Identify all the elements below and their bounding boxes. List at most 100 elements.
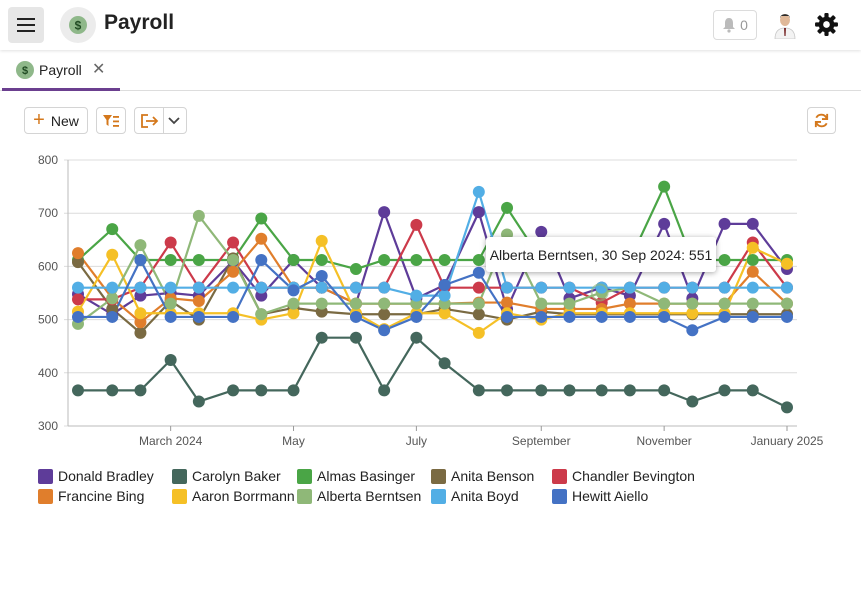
legend-item[interactable]: Hewitt Aiello [552, 488, 648, 504]
data-point [438, 307, 451, 320]
tab-close-icon[interactable]: ✕ [92, 61, 106, 78]
data-point [227, 265, 240, 278]
x-tick-label: January 2025 [751, 434, 824, 448]
y-tick-label: 600 [38, 259, 58, 273]
data-point [746, 384, 759, 397]
data-point [72, 281, 84, 294]
data-point [746, 281, 759, 294]
data-point [192, 310, 205, 323]
filter-list-icon [103, 114, 119, 127]
data-point [227, 254, 240, 267]
legend-label: Hewitt Aiello [572, 488, 649, 504]
legend-swatch [431, 468, 446, 484]
data-point [134, 384, 147, 397]
data-point [287, 297, 300, 310]
data-point [718, 254, 731, 267]
data-point [781, 310, 793, 323]
legend-swatch [38, 488, 53, 504]
data-point [595, 384, 608, 397]
data-point [378, 324, 391, 337]
new-button-label: New [50, 112, 79, 129]
export-button[interactable] [134, 107, 187, 134]
x-tick-label: September [512, 434, 571, 448]
user-avatar[interactable] [770, 9, 800, 39]
legend-label: Chandler Bevington [572, 468, 695, 484]
legend-item[interactable]: Donald Bradley [38, 468, 154, 484]
legend-item[interactable]: Aaron Borrmann [172, 488, 295, 504]
data-point [378, 281, 391, 294]
data-point [658, 310, 671, 323]
hamburger-menu-button[interactable] [8, 7, 44, 43]
bell-icon [723, 18, 736, 33]
data-point [378, 384, 391, 397]
data-point [718, 310, 731, 323]
refresh-button[interactable] [807, 107, 836, 134]
legend-swatch [297, 488, 312, 504]
new-button[interactable]: + New [24, 107, 88, 134]
legend-label: Anita Boyd [451, 488, 519, 504]
data-point [472, 185, 485, 198]
data-point [255, 254, 268, 267]
data-point [287, 284, 300, 297]
data-point [287, 384, 300, 397]
data-point [315, 254, 328, 267]
refresh-icon [814, 113, 829, 128]
data-point [563, 310, 576, 323]
data-point [106, 310, 119, 323]
data-point [563, 297, 576, 310]
filter-button[interactable] [96, 107, 126, 134]
data-point [192, 281, 205, 294]
data-point [410, 289, 423, 302]
legend-item[interactable]: Carolyn Baker [172, 468, 281, 484]
data-point [410, 218, 423, 231]
data-point [315, 269, 328, 282]
data-point [192, 294, 205, 307]
data-point [686, 297, 699, 310]
data-point [686, 395, 699, 408]
export-icon [141, 113, 159, 128]
payroll-app-icon: $ [60, 7, 96, 43]
settings-gear-icon[interactable] [814, 12, 839, 37]
data-point [501, 296, 514, 309]
data-point [623, 281, 636, 294]
data-point [255, 281, 268, 294]
payroll-tab-icon: $ [16, 61, 34, 79]
svg-text:$: $ [22, 65, 28, 77]
y-tick-label: 300 [38, 419, 58, 433]
legend-item[interactable]: Anita Benson [431, 468, 534, 484]
data-point [134, 326, 147, 339]
data-point [746, 254, 759, 267]
data-point [535, 281, 548, 294]
data-point [718, 217, 731, 230]
legend-item[interactable]: Anita Boyd [431, 488, 519, 504]
data-point [315, 297, 328, 310]
data-point [315, 281, 328, 294]
data-point [164, 281, 177, 294]
data-point [227, 384, 240, 397]
chevron-down-icon[interactable] [167, 116, 181, 126]
legend-swatch [431, 488, 446, 504]
tab-payroll[interactable]: $ Payroll ✕ [2, 50, 120, 91]
x-tick-label: November [636, 434, 691, 448]
legend-item[interactable]: Francine Bing [38, 488, 144, 504]
data-point [718, 297, 731, 310]
x-tick-label: July [406, 434, 427, 448]
notifications-button[interactable]: 0 [713, 10, 757, 40]
y-tick-label: 700 [38, 206, 58, 220]
data-point [718, 281, 731, 294]
y-tick-label: 800 [38, 153, 58, 167]
data-point [658, 281, 671, 294]
legend-item[interactable]: Chandler Bevington [552, 468, 695, 484]
legend-label: Donald Bradley [58, 468, 154, 484]
data-point [378, 308, 391, 321]
legend-swatch [172, 488, 187, 504]
data-point [438, 289, 451, 302]
data-point [501, 384, 514, 397]
legend-item[interactable]: Almas Basinger [297, 468, 415, 484]
legend-swatch [297, 468, 312, 484]
data-point [349, 331, 362, 344]
data-point [746, 217, 759, 230]
legend-item[interactable]: Alberta Berntsen [297, 488, 421, 504]
x-tick-label: May [282, 434, 305, 448]
page-title: Payroll [104, 11, 175, 34]
